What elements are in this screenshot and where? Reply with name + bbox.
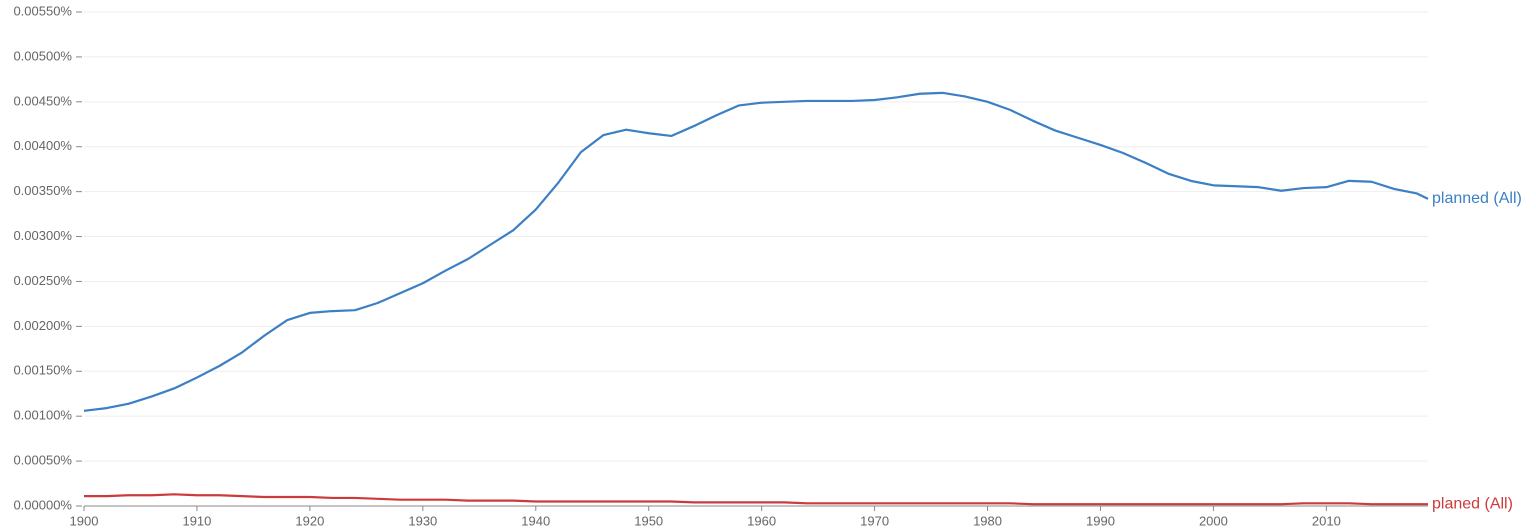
y-tick-label: 0.00000%: [13, 497, 72, 512]
series-line: [84, 493, 1428, 506]
y-tick-label: 0.00250%: [13, 273, 72, 288]
series-label: planned (All): [1432, 190, 1522, 207]
y-tick-label: 0.00500%: [13, 48, 72, 63]
x-tick-label: 1990: [1086, 513, 1115, 528]
x-tick-label: 2010: [1312, 513, 1341, 528]
y-tick-label: 0.00150%: [13, 363, 72, 378]
y-tick-label: 0.00400%: [13, 138, 72, 153]
y-tick-label: 0.00050%: [13, 453, 72, 468]
x-tick-label: 1900: [70, 513, 99, 528]
series-label: planed (All): [1432, 495, 1513, 512]
y-tick-label: 0.00550%: [13, 3, 72, 18]
x-tick-label: 1960: [747, 513, 776, 528]
series-line: [83, 91, 1429, 412]
x-tick-label: 1930: [408, 513, 437, 528]
y-tick-label: 0.00100%: [13, 408, 72, 423]
x-tick-label: 1920: [295, 513, 324, 528]
y-tick-label: 0.00450%: [13, 93, 72, 108]
y-tick-label: 0.00300%: [13, 228, 72, 243]
x-tick-label: 1950: [634, 513, 663, 528]
x-tick-label: 2000: [1199, 513, 1228, 528]
y-tick-label: 0.00200%: [13, 318, 72, 333]
x-tick-label: 1910: [182, 513, 211, 528]
y-tick-label: 0.00350%: [13, 183, 72, 198]
x-tick-label: 1940: [521, 513, 550, 528]
x-tick-label: 1970: [860, 513, 889, 528]
x-tick-label: 1980: [973, 513, 1002, 528]
